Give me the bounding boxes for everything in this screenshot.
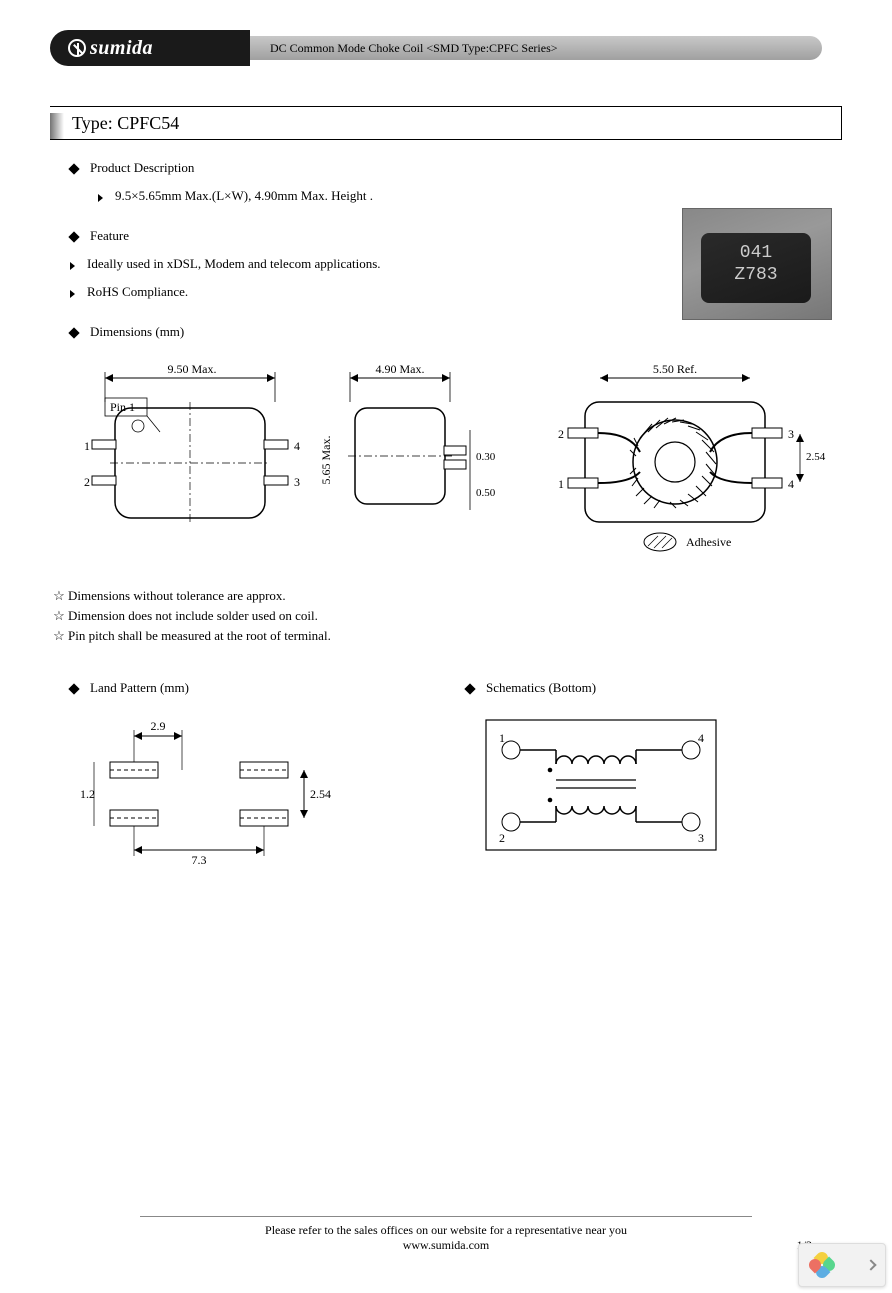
dim-top-bottom: 5.50 Ref. <box>653 362 697 376</box>
pin-1: 1 <box>84 439 90 453</box>
header-subtitle-bar: DC Common Mode Choke Coil <SMD Type:CPFC… <box>230 36 822 60</box>
product-description-line: 9.5×5.65mm Max.(L×W), 4.90mm Max. Height… <box>115 188 373 204</box>
pin-4b: 4 <box>788 477 794 491</box>
nav-widget[interactable] <box>798 1243 886 1287</box>
diamond-bullet-icon <box>464 683 475 694</box>
diamond-bullet-icon <box>68 231 79 242</box>
chevron-bullet-icon <box>98 194 103 202</box>
pin-1b: 1 <box>558 477 564 491</box>
lp-dim-top: 2.9 <box>151 719 166 733</box>
note-1: Dimensions without tolerance are approx. <box>68 588 286 604</box>
dim-gap-bot: 0.50 <box>476 487 496 499</box>
next-page-icon[interactable] <box>865 1259 876 1270</box>
type-title-bar: Type: CPFC54 <box>50 106 842 140</box>
section-title-feature: Feature <box>90 228 129 244</box>
type-bar-shadow <box>50 113 64 140</box>
dimension-notes: ☆Dimensions without tolerance are approx… <box>50 588 842 644</box>
footer-line-1: Please refer to the sales offices on our… <box>0 1223 892 1238</box>
lp-dim-bottom: 7.3 <box>192 853 207 867</box>
lp-dim-left: 1.2 <box>80 787 95 801</box>
section-title-land-pattern: Land Pattern (mm) <box>90 680 189 696</box>
feature-line-1: Ideally used in xDSL, Modem and telecom … <box>87 256 381 272</box>
diamond-bullet-icon <box>68 327 79 338</box>
diagram-schematic: 1 2 4 3 <box>466 710 746 870</box>
flower-logo-icon <box>809 1252 835 1278</box>
diagram-bottom-view: 5.50 Ref. <box>540 360 830 570</box>
brand-logo-icon <box>68 39 86 57</box>
adhesive-label: Adhesive <box>686 535 731 549</box>
sch-p4: 4 <box>698 731 704 745</box>
star-icon: ☆ <box>50 588 68 604</box>
star-icon: ☆ <box>50 628 68 644</box>
pin-3: 3 <box>294 475 300 489</box>
section-title-product-description: Product Description <box>90 160 194 176</box>
brand-name: sumida <box>90 37 153 60</box>
diagram-top-view: 9.50 Max. Pin 1 1 2 4 3 <box>60 360 310 560</box>
header-subtitle: DC Common Mode Choke Coil <SMD Type:CPFC… <box>270 41 558 56</box>
note-3: Pin pitch shall be measured at the root … <box>68 628 331 644</box>
dim-top-side: 4.90 Max. <box>376 362 425 376</box>
sch-p3: 3 <box>698 831 704 845</box>
brand-pill: sumida <box>50 30 250 66</box>
lp-dim-right: 2.54 <box>310 787 331 801</box>
diamond-bullet-icon <box>68 163 79 174</box>
page-footer: Please refer to the sales offices on our… <box>0 1216 892 1253</box>
page-header: sumida DC Common Mode Choke Coil <SMD Ty… <box>50 30 842 66</box>
sch-p2: 2 <box>499 831 505 845</box>
pin-2b: 2 <box>558 427 564 441</box>
dim-top: 9.50 Max. <box>168 362 217 376</box>
diagram-land-pattern: 2.9 1.2 2.54 7.3 <box>60 706 360 886</box>
chevron-bullet-icon <box>70 262 75 270</box>
pin-3b: 3 <box>788 427 794 441</box>
pin-2: 2 <box>84 475 90 489</box>
dim-pitch: 2.54 <box>806 451 826 463</box>
type-title: Type: CPFC54 <box>72 113 179 134</box>
pin1-label: Pin 1 <box>110 400 135 414</box>
feature-line-2: RoHS Compliance. <box>87 284 188 300</box>
note-2: Dimension does not include solder used o… <box>68 608 318 624</box>
section-title-dimensions: Dimensions (mm) <box>90 324 184 340</box>
pin-4: 4 <box>294 439 300 453</box>
diamond-bullet-icon <box>68 683 79 694</box>
dim-height: 5.65 Max. <box>320 436 333 485</box>
star-icon: ☆ <box>50 608 68 624</box>
footer-line-2: www.sumida.com <box>0 1238 892 1253</box>
dim-gap-top: 0.30 <box>476 451 496 463</box>
sch-p1: 1 <box>499 731 505 745</box>
section-title-schematics: Schematics (Bottom) <box>486 680 596 696</box>
diagram-side-view: 4.90 Max. 5.65 Max. 0.30 0.50 <box>320 360 520 560</box>
chevron-bullet-icon <box>70 290 75 298</box>
dimensions-diagrams: 9.50 Max. Pin 1 1 2 4 3 <box>50 360 842 580</box>
